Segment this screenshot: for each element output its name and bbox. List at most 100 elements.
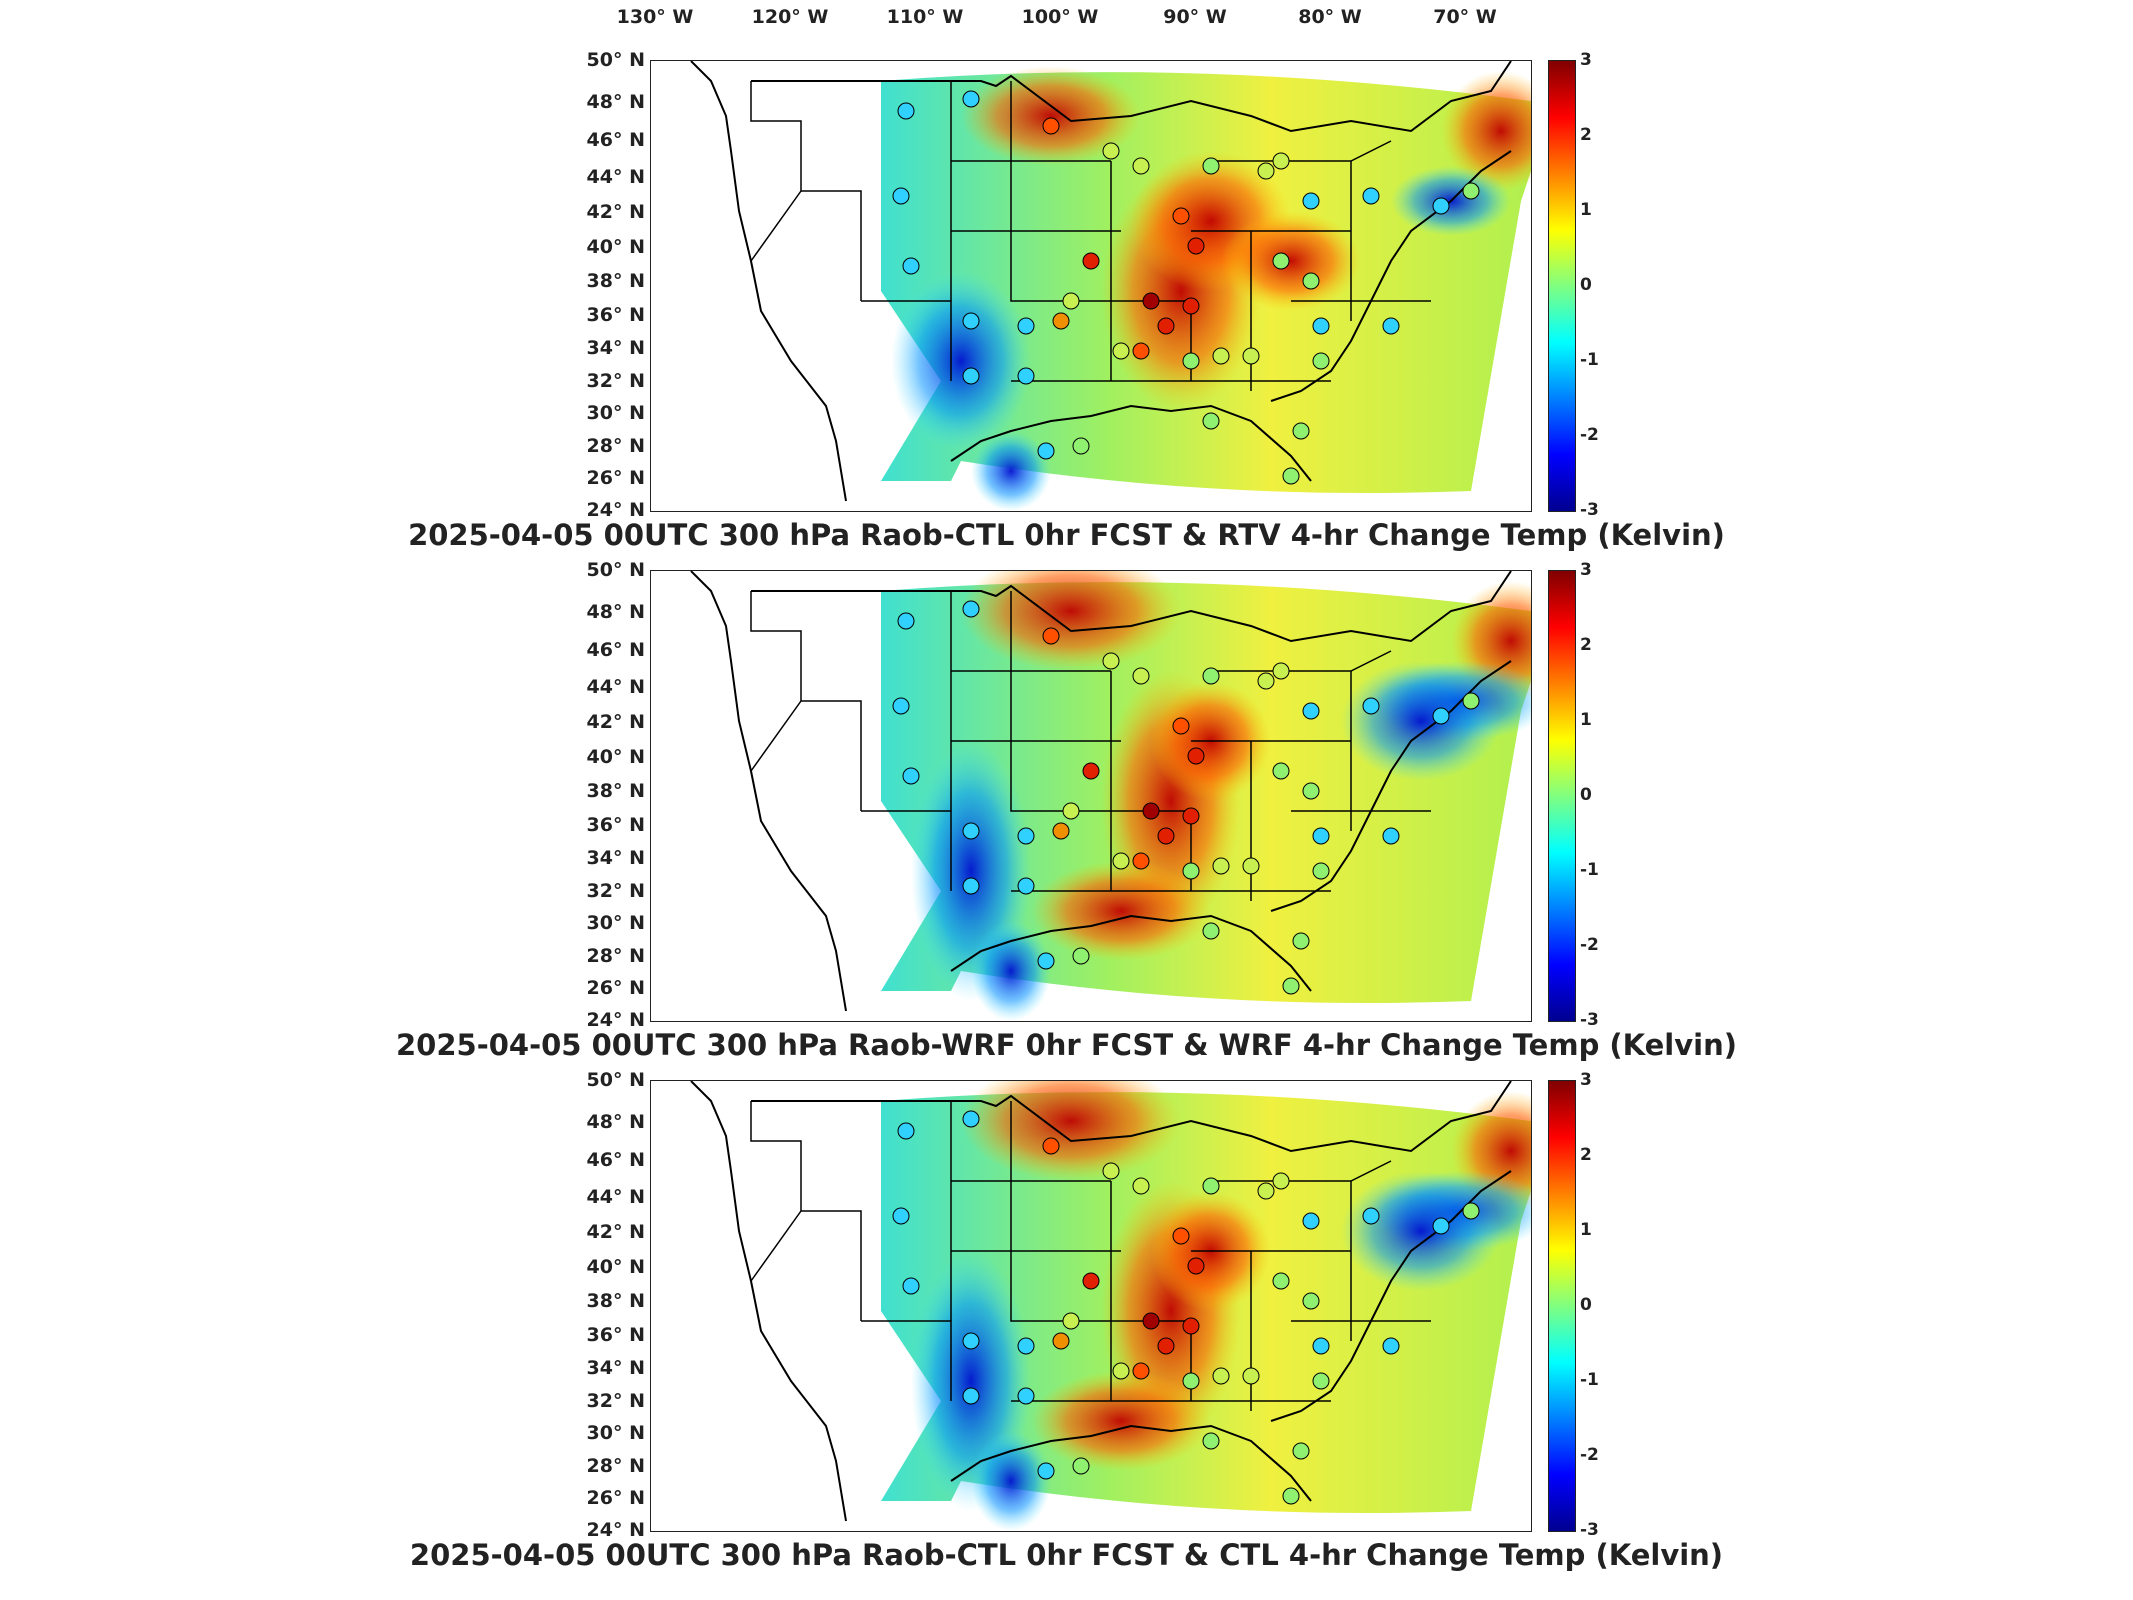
raob-station-marker <box>1182 862 1200 880</box>
state-boundary <box>750 1210 802 1282</box>
latitude-label: 44° N <box>586 675 645 698</box>
colorbar-tick-label: 0 <box>1580 275 1592 295</box>
raob-station-marker <box>1312 862 1330 880</box>
raob-station-marker <box>1382 827 1400 845</box>
raob-station-marker <box>1072 437 1090 455</box>
state-boundary <box>750 591 862 811</box>
warm-anomaly-region <box>1441 71 1531 191</box>
raob-station-marker <box>1272 252 1290 270</box>
temperature-change-map <box>690 1081 1531 1531</box>
raob-station-marker <box>1362 187 1380 205</box>
latitude-label: 40° N <box>586 1255 645 1278</box>
state-boundary <box>750 1101 862 1321</box>
raob-station-marker <box>1202 1432 1220 1450</box>
raob-station-marker <box>1302 192 1320 210</box>
latitude-label: 44° N <box>586 165 645 188</box>
raob-station-marker <box>1312 1372 1330 1390</box>
panel-title: 2025-04-05 00UTC 300 hPa Raob-CTL 0hr FC… <box>408 518 1725 552</box>
latitude-label: 32° N <box>586 1389 645 1412</box>
raob-station-marker <box>1037 952 1055 970</box>
raob-station-marker <box>1017 317 1035 335</box>
raob-station-marker <box>962 822 980 840</box>
latitude-label: 36° N <box>586 813 645 836</box>
latitude-label: 32° N <box>586 879 645 902</box>
colorbar <box>1548 60 1576 512</box>
colorbar-tick-label: 3 <box>1580 560 1592 580</box>
raob-station-marker <box>1132 852 1150 870</box>
raob-station-marker <box>1312 352 1330 370</box>
raob-station-marker <box>1017 877 1035 895</box>
raob-station-marker <box>1142 1312 1160 1330</box>
panel-title: 2025-04-05 00UTC 300 hPa Raob-CTL 0hr FC… <box>409 1538 1724 1572</box>
raob-station-marker <box>1462 1202 1480 1220</box>
raob-station-marker <box>897 102 915 120</box>
raob-station-marker <box>1187 747 1205 765</box>
colorbar-tick-label: -2 <box>1580 1445 1599 1465</box>
raob-station-marker <box>1382 317 1400 335</box>
latitude-label: 28° N <box>586 434 645 457</box>
colorbar-tick-label: 1 <box>1580 1220 1592 1240</box>
raob-station-marker <box>1182 352 1200 370</box>
raob-station-marker <box>1072 1457 1090 1475</box>
latitude-label: 26° N <box>586 467 645 490</box>
raob-station-marker <box>1017 1337 1035 1355</box>
raob-station-marker <box>1062 802 1080 820</box>
raob-station-marker <box>897 1122 915 1140</box>
raob-station-marker <box>1312 317 1330 335</box>
colorbar-tick-label: 1 <box>1580 200 1592 220</box>
cold-anomaly-region <box>891 271 1031 451</box>
raob-station-marker <box>1257 1182 1275 1200</box>
raob-station-marker <box>1242 857 1260 875</box>
latitude-label: 36° N <box>586 1323 645 1346</box>
raob-station-marker <box>902 257 920 275</box>
latitude-label: 28° N <box>586 1454 645 1477</box>
raob-station-marker <box>962 877 980 895</box>
raob-station-marker <box>962 312 980 330</box>
raob-station-marker <box>1102 652 1120 670</box>
raob-station-marker <box>1292 1442 1310 1460</box>
raob-station-marker <box>1172 207 1190 225</box>
raob-station-marker <box>1312 827 1330 845</box>
temperature-change-map <box>690 571 1531 1021</box>
raob-station-marker <box>1142 802 1160 820</box>
longitude-label: 90° W <box>1163 6 1227 28</box>
raob-station-marker <box>1282 977 1300 995</box>
latitude-label: 40° N <box>586 235 645 258</box>
raob-station-marker <box>1042 1137 1060 1155</box>
latitude-label: 42° N <box>586 711 645 734</box>
raob-station-marker <box>1302 702 1320 720</box>
colorbar-tick-label: -3 <box>1580 500 1599 520</box>
colorbar-tick-label: -1 <box>1580 350 1599 370</box>
raob-station-marker <box>1042 117 1060 135</box>
colorbar-tick-label: 3 <box>1580 1070 1592 1090</box>
latitude-label: 38° N <box>586 269 645 292</box>
raob-station-marker <box>1272 1172 1290 1190</box>
longitude-label: 80° W <box>1298 6 1362 28</box>
raob-station-marker <box>1432 197 1450 215</box>
raob-station-marker <box>1157 317 1175 335</box>
raob-station-marker <box>1272 662 1290 680</box>
longitude-label: 100° W <box>1021 6 1099 28</box>
raob-station-marker <box>1132 342 1150 360</box>
colorbar-tick-label: -3 <box>1580 1010 1599 1030</box>
latitude-label: 44° N <box>586 1185 645 1208</box>
raob-station-marker <box>1157 827 1175 845</box>
latitude-label: 30° N <box>586 1422 645 1445</box>
warm-anomaly-region <box>1031 1371 1211 1471</box>
latitude-label: 48° N <box>586 1111 645 1134</box>
raob-station-marker <box>1202 667 1220 685</box>
latitude-label: 40° N <box>586 745 645 768</box>
colorbar-tick-label: 2 <box>1580 125 1592 145</box>
latitude-label: 34° N <box>586 846 645 869</box>
raob-station-marker <box>1292 422 1310 440</box>
latitude-label: 30° N <box>586 402 645 425</box>
colorbar <box>1548 1080 1576 1532</box>
latitude-axis-labels: 50° N 48° N 46° N 44° N 42° N 40° N 38° N 36° N… <box>560 1069 645 1541</box>
cold-anomaly-region <box>1341 1171 1501 1291</box>
raob-station-marker <box>1432 707 1450 725</box>
warm-anomaly-region <box>961 1081 1181 1181</box>
latitude-label: 48° N <box>586 91 645 114</box>
raob-station-marker <box>962 367 980 385</box>
warm-anomaly-region <box>961 571 1181 671</box>
raob-station-marker <box>897 612 915 630</box>
